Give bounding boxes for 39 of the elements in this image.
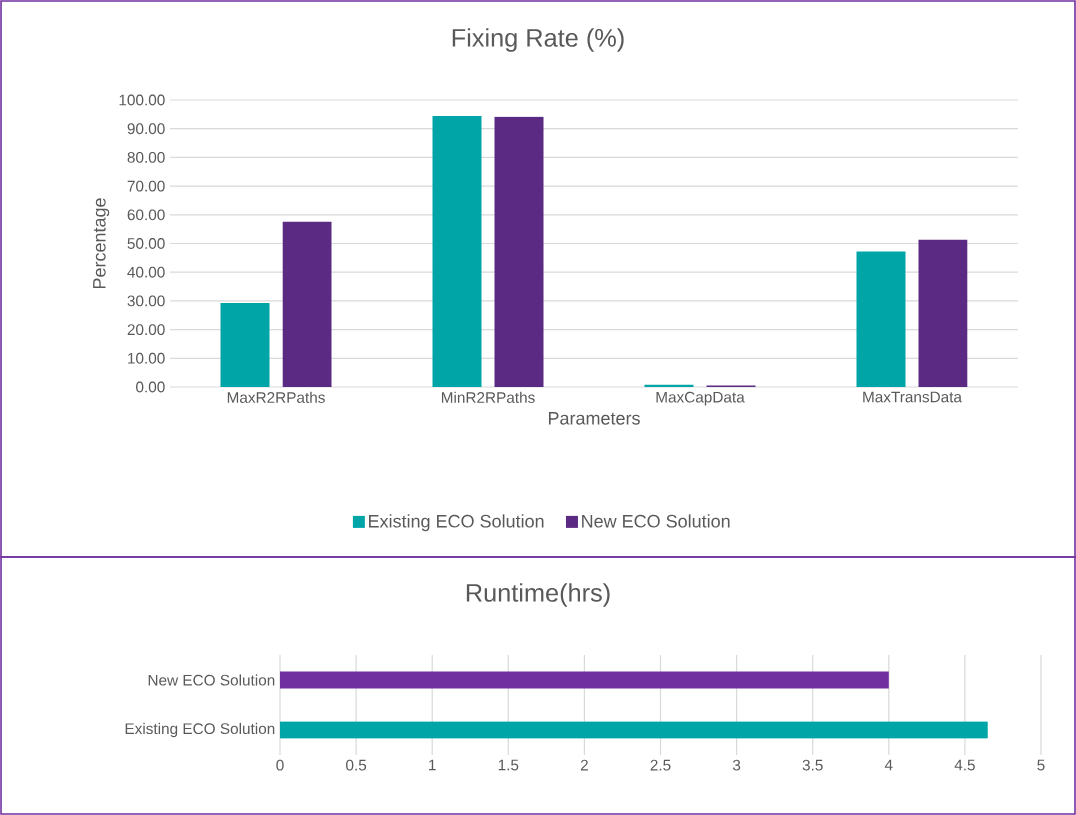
- x-tick-label: 1.5: [498, 759, 519, 771]
- chart-title: Fixing Rate (%): [452, 28, 624, 52]
- legend-label: Existing ECO Solution: [369, 514, 544, 532]
- x-tick-label: 2: [580, 759, 588, 771]
- x-tick-label: 3: [732, 759, 741, 771]
- x-tick-label: MaxR2RPaths: [227, 391, 325, 403]
- x-tick-label: 0.5: [346, 759, 367, 771]
- y-tick-label: 10.00: [128, 352, 165, 364]
- bar: [220, 302, 270, 387]
- x-tick-label: 0: [276, 759, 284, 771]
- y-tick-label: 60.00: [127, 209, 165, 221]
- x-tick-label: 4: [884, 759, 893, 771]
- x-tick-label: MaxTransData: [863, 391, 962, 403]
- y-tick-label: 80.00: [127, 151, 165, 163]
- bar: [282, 221, 332, 387]
- legend-label: New ECO Solution: [582, 514, 730, 528]
- x-tick-label: 5: [1037, 759, 1045, 771]
- x-tick-label: 3.5: [802, 759, 823, 771]
- chart-title: Runtime(hrs): [466, 583, 610, 607]
- x-tick-label: MaxCapData: [656, 391, 745, 406]
- y-tick-label: 20.00: [127, 324, 165, 336]
- x-tick-label: 4.5: [954, 759, 975, 771]
- x-tick-label: MinR2RPaths: [441, 391, 535, 403]
- x-tick-label: 1: [429, 759, 436, 771]
- bar: [494, 116, 544, 387]
- x-axis-title: Parameters: [548, 412, 640, 425]
- y-tick-label: 70.00: [127, 180, 165, 192]
- bar: [432, 116, 482, 387]
- y-tick-label: 50.00: [127, 238, 165, 249]
- bar: [856, 251, 906, 387]
- y-tick-label: 90.00: [127, 123, 165, 135]
- y-tick-label: Existing ECO Solution: [125, 722, 275, 738]
- bar: [918, 239, 968, 387]
- y-axis-title: Percentage: [93, 198, 110, 289]
- y-tick-label: 100.00: [119, 94, 165, 106]
- y-tick-label: 30.00: [127, 295, 165, 307]
- y-tick-label: 40.00: [127, 266, 165, 278]
- x-tick-label: 2.5: [650, 759, 671, 771]
- y-tick-label: 0.00: [136, 381, 165, 393]
